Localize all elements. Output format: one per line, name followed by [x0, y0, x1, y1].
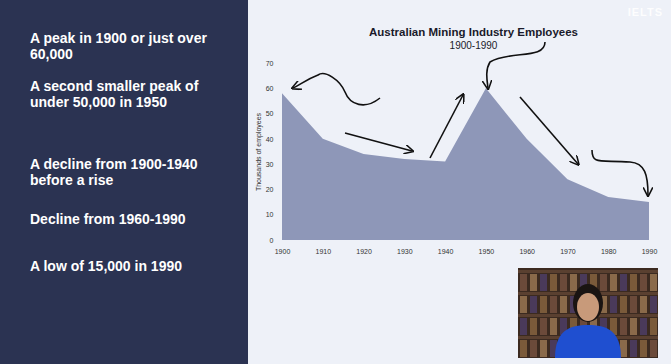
html-text:Australian Mining Industry Emp: Australian Mining Industry Employees — [369, 26, 578, 38]
svg-text:50: 50 — [266, 110, 274, 117]
svg-text:1980: 1980 — [601, 248, 617, 255]
html-text:Decline from 1960-1990: Decline from 1960-1990 — [30, 211, 186, 227]
svg-text:20: 20 — [266, 186, 274, 193]
svg-text:1990: 1990 — [642, 248, 658, 255]
svg-text:40: 40 — [266, 136, 274, 143]
html-text:IELTS: IELTS — [627, 6, 663, 18]
svg-text:1900: 1900 — [275, 248, 291, 255]
svg-text:1940: 1940 — [438, 248, 454, 255]
svg-text:Thousands of employees: Thousands of employees — [255, 112, 263, 191]
svg-text:60: 60 — [266, 85, 274, 92]
svg-text:1930: 1930 — [397, 248, 413, 255]
svg-text:1920: 1920 — [356, 248, 372, 255]
html-text:A decline from 1900-1940 befor: A decline from 1900-1940 before a rise — [30, 156, 198, 188]
html-text:A peak in 1900 or just over 60: A peak in 1900 or just over 60,000 — [30, 30, 207, 62]
svg-text:10: 10 — [266, 211, 274, 218]
svg-text:1970: 1970 — [560, 248, 576, 255]
svg-text:1950: 1950 — [479, 248, 495, 255]
svg-text:0: 0 — [270, 237, 274, 244]
svg-text:1960: 1960 — [519, 248, 535, 255]
svg-text:30: 30 — [266, 161, 274, 168]
html-text:A low of 15,000 in 1990: A low of 15,000 in 1990 — [30, 258, 182, 274]
svg-text:70: 70 — [266, 60, 274, 67]
html-text:1900-1990: 1900-1990 — [449, 40, 498, 51]
html-text:A second smaller peak of under: A second smaller peak of under 50,000 in… — [30, 78, 199, 110]
svg-text:1910: 1910 — [315, 248, 331, 255]
